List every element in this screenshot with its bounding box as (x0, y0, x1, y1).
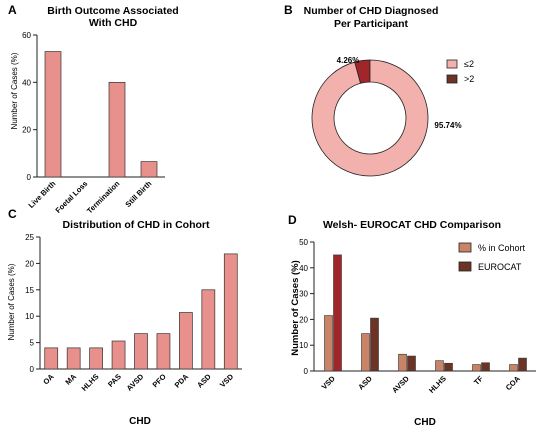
panel-b-legend: ≤2 >2 (446, 59, 474, 84)
bar-pfo (156, 333, 171, 370)
panel-d-y-tick-label: 10 (299, 341, 308, 350)
legend-swatch-cohort (458, 242, 472, 253)
x-tick-label: Live Birth (27, 179, 58, 210)
panel-a-y-tick-label: 20 (22, 126, 31, 135)
bar-eurocat-tf (481, 362, 490, 372)
panel-c-y-tick-label: 0 (30, 365, 35, 374)
panel-a-y-tick-label: 0 (27, 173, 32, 182)
panel-d-y-tick-label: 50 (299, 238, 308, 247)
panel-d-title: Welsh- EUROCAT CHD Comparison (323, 219, 501, 231)
x-tick-label: AVSD (125, 372, 146, 393)
panel-d-bars: VSD ASD AVSD HLHS TF COA (320, 254, 527, 395)
x-tick-label: COA (504, 374, 523, 393)
panel-a-y-tick-label: 40 (22, 78, 31, 87)
x-tick-label: ASD (195, 372, 213, 390)
legend-swatch-le2 (446, 59, 458, 69)
panel-b: B Number of CHD Diagnosed Per Participan… (284, 3, 474, 177)
panel-b-donut: 4.26% 95.74% (311, 56, 462, 177)
panel-d-x-axis-label: CHD (414, 417, 436, 428)
panel-d-y-axis-label: Number of Cases (%) (290, 260, 301, 356)
x-tick-label: HLHS (80, 372, 101, 393)
panel-c-y-tick-label: 15 (25, 286, 34, 295)
bar-still-birth (140, 161, 158, 178)
panel-d-y-tick-label: 0 (304, 367, 309, 376)
x-tick-label: Still Birth (123, 179, 153, 209)
x-tick-label: MA (63, 372, 78, 387)
bar-live-birth (44, 51, 62, 178)
bar-asd (201, 289, 216, 370)
panel-d: D Welsh- EUROCAT CHD Comparison Number o… (288, 213, 536, 428)
panel-c-x-axis-label: CHD (129, 416, 151, 427)
panel-a-letter: A (8, 3, 17, 17)
x-tick-label: AVSD (390, 374, 411, 395)
bar-termination (108, 81, 126, 178)
legend-label-le2: ≤2 (464, 59, 474, 69)
bar-vsd (223, 253, 238, 370)
bar-cohort-asd (361, 333, 370, 372)
legend-swatch-eurocat (458, 261, 472, 272)
x-tick-label: TF (472, 374, 485, 387)
panel-c-y-tick-label: 5 (30, 339, 35, 348)
panel-c-y-tick-label: 10 (25, 312, 34, 321)
panel-d-axes: 0 10 20 30 40 50 (299, 238, 536, 376)
x-tick-label: VSD (218, 372, 236, 390)
x-tick-label: Termination (85, 179, 122, 216)
bar-cohort-vsd (324, 315, 333, 372)
bar-cohort-tf (472, 364, 481, 372)
x-tick-label: OA (41, 372, 56, 387)
legend-label-eurocat: EUROCAT (478, 262, 522, 272)
x-tick-label: HLHS (427, 374, 448, 395)
legend-swatch-gt2 (446, 74, 458, 84)
legend-label-gt2: >2 (464, 74, 474, 84)
panel-c-bars: OA MA HLHS PAS AVSD PFO PDA ASD VSD (41, 253, 238, 393)
bar-pas (111, 340, 126, 370)
panel-a-y-tick-label: 60 (22, 31, 31, 40)
panel-a-title-line-1: Birth Outcome Associated (47, 5, 178, 17)
slice-label-gt2: 4.26% (337, 56, 360, 65)
panel-c-letter: C (8, 207, 17, 221)
panel-b-title-line-1: Number of CHD Diagnosed (304, 5, 439, 17)
x-tick-label: PAS (106, 372, 123, 389)
bar-eurocat-hlhs (444, 362, 453, 372)
x-tick-label: PDA (173, 372, 191, 390)
panel-b-title-line-2: Per Participant (334, 18, 409, 30)
panel-b-letter: B (284, 3, 293, 17)
panel-c: C Distribution of CHD in Cohort Number o… (7, 207, 242, 427)
bar-cohort-coa (509, 364, 518, 372)
bar-eurocat-vsd (333, 254, 342, 372)
panel-c-title: Distribution of CHD in Cohort (63, 219, 210, 231)
panel-d-y-tick-label: 40 (299, 264, 308, 273)
panel-c-y-tick-label: 20 (25, 259, 34, 268)
legend-label-cohort: % in Cohort (478, 243, 526, 253)
x-tick-label: PFO (151, 372, 168, 389)
x-tick-label: VSD (320, 374, 338, 392)
bar-cohort-hlhs (435, 360, 444, 372)
panel-d-legend: % in Cohort EUROCAT (458, 242, 526, 272)
panel-d-y-tick-label: 30 (299, 290, 308, 299)
panel-d-letter: D (288, 213, 297, 227)
panel-c-y-axis-label: Number of Cases (%) (7, 263, 16, 340)
bar-oa (44, 347, 59, 370)
bar-pda (179, 312, 193, 370)
panel-a-title-line-2: With CHD (89, 17, 138, 29)
bar-hlhs (89, 347, 103, 370)
bar-eurocat-asd (370, 317, 379, 372)
panel-a: A Birth Outcome Associated With CHD Numb… (8, 3, 179, 215)
panel-a-axes: 0 20 40 60 (22, 31, 165, 182)
bar-eurocat-avsd (407, 355, 416, 372)
bar-eurocat-coa (518, 357, 527, 372)
slice-label-le2: 95.74% (434, 121, 461, 130)
bar-avsd (134, 333, 148, 370)
bar-cohort-avsd (398, 353, 407, 372)
x-tick-label: Foetal Loss (54, 179, 90, 215)
bar-ma (66, 347, 81, 370)
panel-a-y-axis-label: Number of Cases (%) (10, 52, 19, 129)
donut-slice-le2 (311, 59, 429, 177)
panel-c-y-tick-label: 25 (25, 233, 34, 242)
x-tick-label: ASD (356, 374, 374, 392)
panel-d-y-tick-label: 20 (299, 315, 308, 324)
